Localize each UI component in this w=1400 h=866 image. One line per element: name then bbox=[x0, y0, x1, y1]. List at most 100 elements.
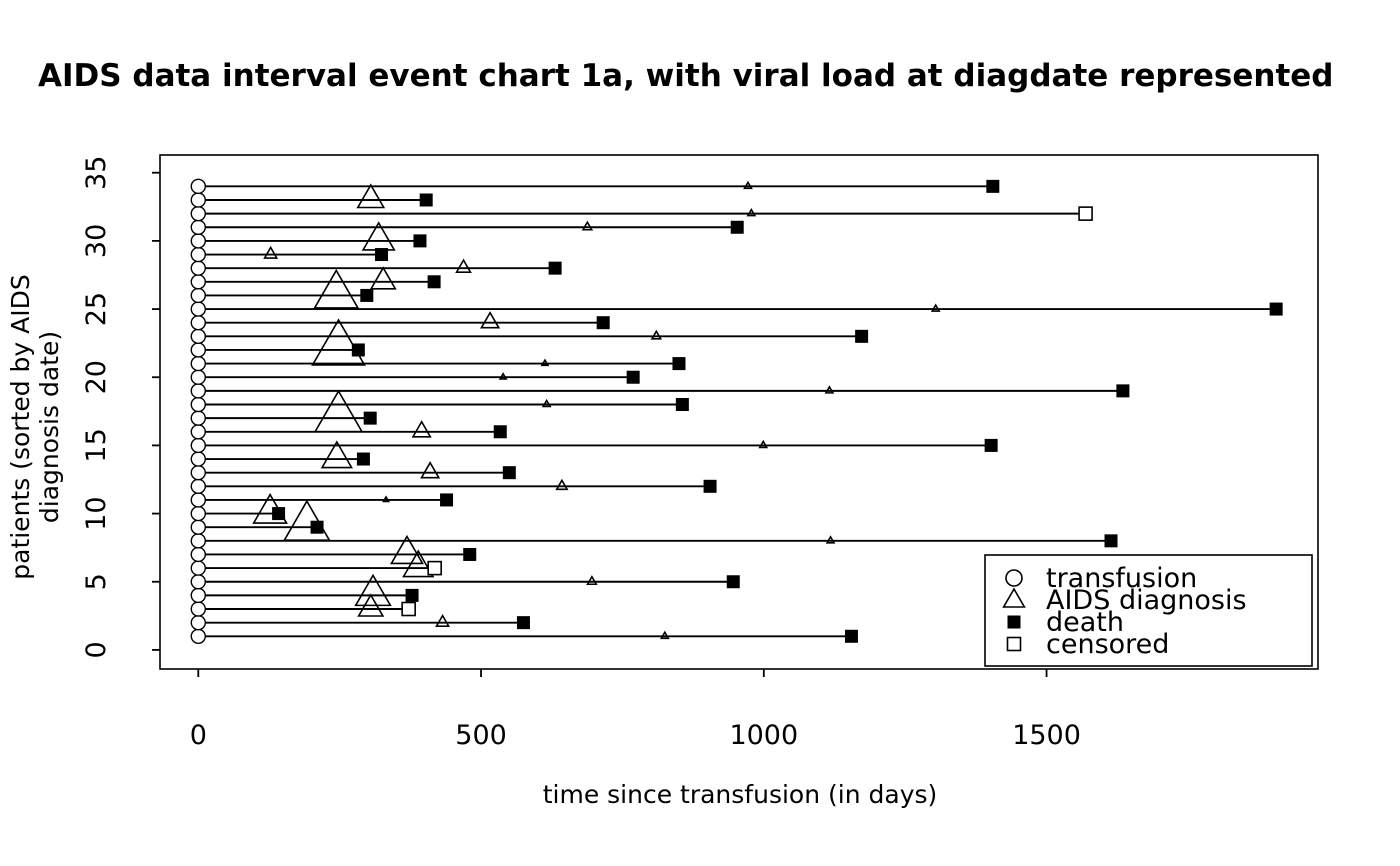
transfusion-circle bbox=[190, 628, 206, 644]
transfusion-circle bbox=[190, 246, 206, 263]
censored-square bbox=[401, 601, 416, 617]
death-square bbox=[596, 316, 610, 330]
aids-diagnosis-triangle bbox=[758, 439, 769, 449]
aids-diagnosis-triangle bbox=[389, 534, 424, 565]
death-square bbox=[1104, 534, 1118, 548]
aids-diagnosis-triangle bbox=[313, 389, 364, 433]
death-square bbox=[419, 193, 433, 207]
y-tick-label: 30 bbox=[81, 224, 112, 258]
aids-diagnosis-triangle bbox=[411, 420, 432, 438]
aids-diagnosis-triangle bbox=[313, 268, 360, 309]
transfusion-circle bbox=[190, 342, 206, 358]
death-square bbox=[1116, 384, 1130, 398]
transfusion-circle bbox=[190, 614, 206, 631]
aids-diagnosis-triangle bbox=[555, 478, 569, 491]
aids-diagnosis-triangle bbox=[356, 183, 386, 209]
transfusion-circle bbox=[190, 424, 206, 440]
x-axis-label: time since transfusion (in days) bbox=[542, 780, 938, 809]
legend-label-censored: censored bbox=[1046, 629, 1169, 660]
censored-square bbox=[1078, 206, 1093, 221]
transfusion-circle bbox=[190, 546, 206, 563]
death-square bbox=[672, 357, 686, 371]
aids-diagnosis-triangle bbox=[743, 180, 753, 190]
chart-title: AIDS data interval event chart 1a, with … bbox=[38, 58, 1334, 94]
x-tick-label: 0 bbox=[190, 720, 207, 751]
death-square bbox=[502, 466, 516, 480]
censored-square bbox=[427, 560, 442, 576]
patient-interval-lines bbox=[198, 185, 1277, 638]
x-tick-label: 1000 bbox=[729, 720, 798, 751]
aids-diagnosis-triangle bbox=[361, 221, 396, 251]
y-tick-label: 15 bbox=[81, 428, 112, 462]
aids-diagnosis-triangle bbox=[320, 440, 353, 469]
transfusion-circle bbox=[190, 287, 206, 304]
death-square bbox=[310, 520, 324, 534]
transfusion-circle bbox=[190, 601, 206, 617]
aids-diagnosis-triangle bbox=[498, 372, 508, 380]
death-square bbox=[726, 575, 740, 589]
legend-death-square-icon bbox=[1007, 615, 1021, 629]
transfusion-circle bbox=[190, 355, 206, 372]
death-square bbox=[675, 398, 689, 412]
death-square bbox=[413, 234, 427, 248]
x-tick-label: 1500 bbox=[1012, 720, 1081, 751]
transfusion-circle bbox=[190, 274, 206, 290]
death-square bbox=[427, 275, 441, 289]
aids-diagnosis-triangle bbox=[354, 573, 392, 607]
aids-diagnosis-triangle bbox=[455, 258, 472, 273]
death-square bbox=[405, 588, 419, 602]
death-square bbox=[493, 425, 507, 439]
death-square bbox=[375, 248, 389, 262]
aids-diagnosis-triangle bbox=[825, 535, 836, 544]
death-square bbox=[360, 288, 374, 302]
y-tick-label: 5 bbox=[81, 573, 112, 590]
plot-border bbox=[159, 154, 1319, 670]
legend-box bbox=[984, 554, 1313, 667]
y-tick-label: 0 bbox=[81, 641, 112, 658]
aids-diagnosis-triangle bbox=[480, 311, 501, 329]
y-tick-label: 20 bbox=[81, 360, 112, 394]
transfusion-circle bbox=[190, 301, 206, 317]
death-square bbox=[844, 629, 858, 643]
death-square bbox=[516, 616, 530, 630]
transfusion-circle bbox=[190, 451, 206, 467]
death-square bbox=[986, 179, 1000, 193]
aids-diagnosis-triangle bbox=[540, 358, 550, 367]
x-tick-label: 500 bbox=[455, 720, 507, 751]
legend-label-transfusion: transfusion bbox=[1046, 563, 1197, 594]
death-square bbox=[548, 261, 562, 275]
aids-diagnosis-triangle bbox=[369, 266, 397, 290]
aids-diagnosis-triangle bbox=[435, 614, 451, 627]
transfusion-circle bbox=[190, 560, 206, 576]
death-square bbox=[356, 452, 370, 466]
transfusion-circle bbox=[190, 328, 206, 345]
transfusion-circle bbox=[190, 178, 206, 195]
transfusion-circle bbox=[190, 314, 206, 331]
aids-diagnosis-triangle bbox=[311, 318, 366, 366]
aids-diagnosis-triangle bbox=[420, 461, 441, 479]
aids-diagnosis-triangle bbox=[659, 630, 670, 640]
aids-diagnosis-triangle bbox=[263, 245, 279, 259]
death-square bbox=[703, 479, 717, 493]
death-square bbox=[272, 507, 286, 521]
transfusion-circle bbox=[190, 437, 206, 454]
death-square bbox=[351, 343, 365, 357]
y-tick-label: 25 bbox=[81, 292, 112, 326]
aids-diagnosis-triangle bbox=[586, 575, 598, 586]
transfusion-circle bbox=[190, 369, 206, 385]
legend: transfusion AIDS diagnosis death censore… bbox=[984, 554, 1313, 667]
aids-diagnosis-triangle bbox=[930, 303, 941, 312]
legend-label-death: death bbox=[1046, 607, 1124, 638]
transfusion-circle bbox=[190, 396, 206, 413]
aids-diagnosis-triangle bbox=[650, 329, 663, 340]
transfusion-circle bbox=[190, 464, 206, 481]
transfusion-circle bbox=[190, 219, 206, 235]
aids-diagnosis-triangle bbox=[824, 385, 835, 394]
y-tick-label: 35 bbox=[81, 156, 112, 190]
aids-diagnosis-triangle bbox=[382, 495, 391, 503]
transfusion-circle bbox=[190, 492, 206, 508]
death-square bbox=[363, 411, 377, 425]
transfusion-circle bbox=[190, 519, 206, 535]
transfusion-circle bbox=[190, 533, 206, 549]
